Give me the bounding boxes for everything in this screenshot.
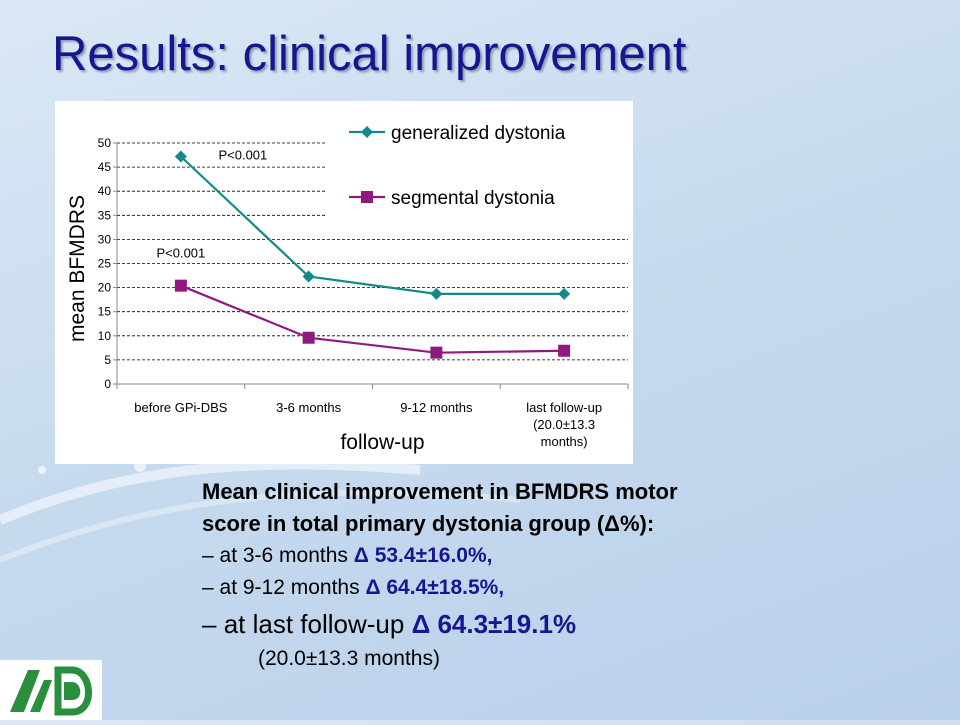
y-tick-label: 15: [98, 305, 112, 319]
data-point-segmental: [302, 331, 315, 344]
row-label: at 9-12 months: [213, 576, 366, 599]
row-dash: –: [202, 609, 217, 639]
x-tick-label: last follow-up (20.0±13.3 months): [526, 400, 602, 449]
data-point-generalized: [302, 270, 315, 283]
row-value: Δ 53.4±16.0%,: [353, 544, 493, 567]
row-dash: –: [202, 576, 214, 599]
y-tick-label: 50: [98, 136, 112, 150]
row-dash: –: [202, 544, 214, 567]
y-tick-label: 10: [98, 329, 112, 343]
legend-label: segmental dystonia: [391, 188, 555, 209]
y-tick-label: 25: [98, 257, 112, 271]
logo-graphic: [10, 666, 92, 716]
x-tick-label: before GPi-DBS: [134, 400, 228, 415]
summary-row-3-6-months: – at 3-6 months Δ 53.4±16.0%,: [202, 540, 942, 572]
data-point-generalized: [558, 287, 571, 300]
legend-background: [325, 106, 628, 218]
row-label: at 3-6 months: [213, 544, 354, 567]
page-title: Results: clinical improvement: [52, 27, 687, 81]
series-line-generalized: [180, 155, 565, 295]
summary-heading-line-1: Mean clinical improvement in BFMDRS moto…: [202, 479, 678, 504]
data-point-segmental: [558, 344, 571, 357]
legend-marker-square: [361, 191, 373, 203]
data-point-segmental: [430, 346, 443, 359]
x-tick-label: 3-6 months: [276, 400, 342, 415]
legend-label: generalized dystonia: [391, 123, 566, 144]
summary-last-note: (20.0±13.3 months): [258, 647, 440, 670]
series-line-segmental: [180, 284, 565, 354]
line-chart: 0 5 10 15 20 25 30 35 40 45 50 before GPi-DBS 3-6 mo…: [55, 101, 633, 464]
summary-row-last-follow-up: – at last follow-up Δ 64.3±19.1%: [202, 604, 942, 644]
y-tick-label: 0: [104, 377, 111, 391]
chart-svg: 0 5 10 15 20 25 30 35 40 45 50 before GPi-DBS 3-6 mo…: [66, 106, 629, 454]
y-tick-label: 40: [98, 184, 112, 198]
row-value: Δ 64.3±19.1%: [411, 609, 577, 639]
y-tick-label: 35: [98, 208, 112, 222]
p-value-annotation: P<0.001: [156, 246, 205, 261]
y-tick-label: 45: [98, 160, 112, 174]
data-point-generalized: [174, 150, 187, 163]
x-axis-title: follow-up: [340, 431, 424, 454]
y-tick-label: 5: [104, 353, 111, 367]
data-point-generalized: [430, 287, 443, 300]
row-value: Δ 64.4±18.5%,: [365, 576, 505, 599]
summary-row-9-12-months: – at 9-12 months Δ 64.4±18.5%,: [202, 572, 942, 604]
improvement-summary: Mean clinical improvement in BFMDRS moto…: [202, 476, 942, 674]
y-axis-title: mean BFMDRS: [66, 195, 89, 342]
data-point-segmental: [174, 279, 187, 292]
summary-heading-line-2: score in total primary dystonia group (Δ…: [202, 511, 655, 536]
legend-marker-diamond: [361, 126, 373, 138]
institution-logo: [0, 660, 102, 720]
row-label: at last follow-up: [216, 609, 412, 639]
p-value-annotation: P<0.001: [218, 147, 267, 162]
x-tick-label: 9-12 months: [400, 400, 473, 415]
y-tick-label: 30: [98, 232, 112, 246]
y-tick-label: 20: [98, 281, 112, 295]
